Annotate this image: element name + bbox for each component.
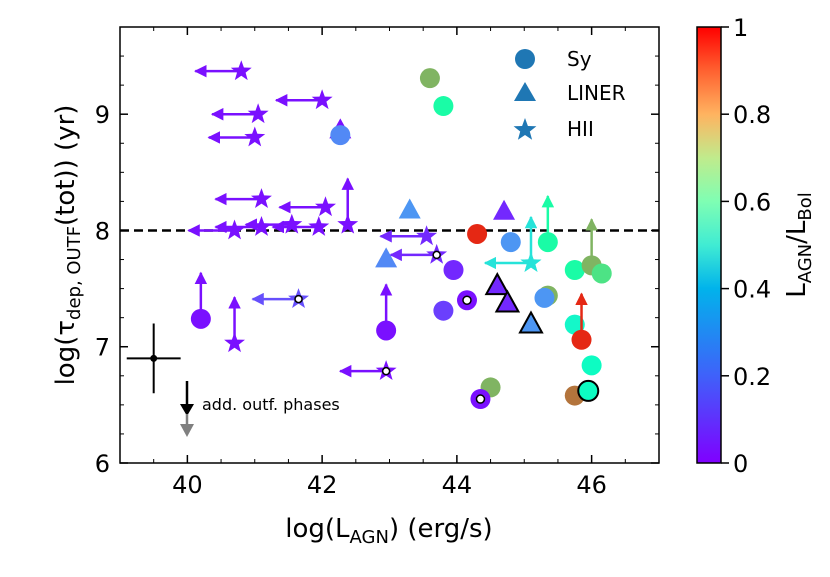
point-star	[247, 103, 269, 124]
colorbar-gradient	[696, 26, 722, 464]
point-circle	[534, 287, 555, 308]
legend-liner-marker	[514, 82, 536, 101]
point-ring	[432, 250, 441, 260]
point-triangle	[484, 272, 510, 296]
y-tick-label: 9	[95, 101, 110, 129]
point-circle	[564, 259, 585, 280]
point-ring	[475, 394, 486, 404]
colorbar-tick-label: 0	[733, 450, 748, 478]
point-star	[281, 213, 303, 234]
point-star	[251, 216, 272, 236]
y-axis-label: log(τdep, OUTF(tot)) (yr)	[51, 105, 85, 386]
point-circle	[581, 355, 602, 376]
colorbar: 0 0.2 0.4 0.6 0.8 1 LAGN/LBol	[696, 14, 816, 478]
point-star	[337, 213, 359, 234]
note-arrowhead-black	[180, 404, 194, 416]
legend-hii-label: HII	[567, 117, 594, 141]
point-circle	[571, 329, 592, 350]
plot-area: 40 42 44 46 6 7 8 9	[95, 26, 660, 499]
point-circle	[419, 68, 440, 89]
y-tick-label: 8	[95, 217, 110, 245]
point-triangle	[518, 310, 544, 334]
point-triangle	[375, 247, 398, 268]
point-triangle	[494, 289, 521, 313]
point-star	[251, 188, 272, 208]
legend: Sy LINER HII	[513, 47, 626, 141]
typical-error-bar	[126, 323, 181, 394]
outflow-phase-note: add. outf. phases	[180, 381, 340, 437]
y-tick-label: 6	[95, 450, 110, 478]
colorbar-tick-label: 0.6	[733, 188, 771, 216]
point-circle	[376, 320, 397, 341]
point-circle	[500, 232, 521, 253]
point-star	[308, 216, 330, 236]
point-circle	[467, 223, 488, 244]
point-ring	[294, 294, 303, 304]
legend-sy-marker	[515, 49, 535, 69]
point-star	[224, 219, 245, 240]
point-star	[315, 196, 336, 217]
colorbar-tick-label: 1	[733, 14, 748, 42]
data-points	[187, 60, 612, 410]
point-star	[224, 332, 245, 353]
y-tick-label: 7	[95, 334, 110, 362]
note-arrowhead-gray	[180, 424, 194, 437]
colorbar-label: LAGN/LBol	[782, 192, 816, 298]
point-triangle	[493, 199, 516, 220]
point-star	[520, 252, 542, 272]
point-circle	[577, 379, 600, 402]
x-tick-label: 46	[576, 471, 607, 499]
legend-hii-marker	[513, 118, 537, 140]
colorbar-ticks: 0 0.2 0.4 0.6 0.8 1	[721, 14, 771, 478]
point-circle	[591, 263, 612, 284]
point-star	[244, 126, 266, 147]
point-circle	[433, 96, 454, 117]
point-star	[311, 89, 333, 110]
colorbar-tick-label: 0.8	[733, 101, 771, 129]
legend-liner-label: LINER	[567, 81, 626, 105]
point-star	[416, 225, 437, 246]
point-triangle	[398, 198, 421, 219]
point-star	[230, 60, 252, 81]
x-tick-label: 44	[442, 471, 473, 499]
error-bar-point	[150, 354, 158, 362]
point-circle	[443, 259, 464, 280]
colorbar-tick-label: 0.4	[733, 276, 771, 304]
point-circle	[190, 308, 211, 329]
point-circle	[537, 232, 558, 253]
legend-sy-label: Sy	[567, 47, 592, 71]
point-circle	[433, 300, 454, 321]
x-axis-label: log(LAGN) (erg/s)	[285, 514, 492, 548]
point-circle	[564, 314, 585, 335]
point-ring	[462, 295, 472, 305]
point-circle	[330, 125, 351, 146]
x-tick-label: 42	[307, 471, 338, 499]
colorbar-tick-label: 0.2	[733, 363, 771, 391]
x-tick-label: 40	[172, 471, 203, 499]
point-ring	[381, 366, 391, 376]
annotation-text: add. outf. phases	[202, 395, 340, 414]
